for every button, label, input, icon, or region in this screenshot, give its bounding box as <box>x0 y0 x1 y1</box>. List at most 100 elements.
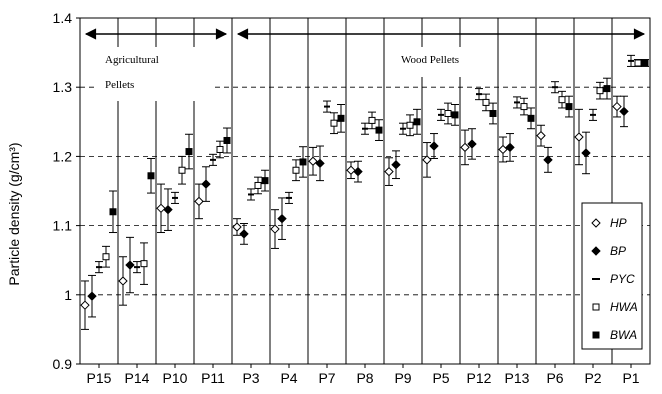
annotation-text: Agricultural <box>105 54 159 66</box>
hp-point <box>232 222 242 232</box>
bwa-point <box>641 59 649 67</box>
legend-label: HWA <box>610 300 638 314</box>
x-tick-label: P1 <box>622 370 639 386</box>
bwa-point <box>565 103 573 111</box>
category-dividers <box>117 18 613 364</box>
bwa-point <box>261 177 269 185</box>
bwa-point <box>451 111 459 119</box>
hwa-point <box>216 145 224 153</box>
y-axis-label: Particle density (g/cm³) <box>6 142 22 285</box>
hwa-point <box>520 103 528 111</box>
bwa-point <box>337 114 345 122</box>
group-annotations: Agricultural Pellets Wood Pellets <box>84 28 646 101</box>
x-tick-label: P15 <box>87 370 112 386</box>
bwa-legend-marker <box>592 331 600 339</box>
hp-point <box>118 276 128 286</box>
legend-label: PYC <box>610 272 635 286</box>
bwa-point <box>147 172 155 180</box>
x-tick-label: P9 <box>394 370 411 386</box>
hp-point <box>460 142 470 153</box>
bwa-point <box>489 109 497 117</box>
hwa-point <box>330 119 338 127</box>
x-tick-label: P10 <box>163 370 188 386</box>
grid-lines <box>80 86 650 296</box>
bwa-point <box>299 158 307 166</box>
legend-box <box>581 202 643 350</box>
bwa-point <box>603 85 611 93</box>
bp-point <box>353 166 363 177</box>
y-tick-label: 1.1 <box>53 218 73 234</box>
hwa-point <box>596 87 604 95</box>
bwa-point <box>413 118 421 126</box>
hp-point <box>80 300 90 310</box>
bp-legend-marker <box>591 246 601 256</box>
x-tick-label: P13 <box>505 370 530 386</box>
legend: HP BP PYC HWA BWA <box>581 202 643 350</box>
bp-point <box>581 148 591 158</box>
bp-point <box>505 142 515 153</box>
hwa-point <box>634 59 642 67</box>
hp-point <box>156 203 166 214</box>
bwa-point <box>223 136 231 144</box>
hwa-point <box>254 181 262 189</box>
x-tick-label: P14 <box>125 370 150 386</box>
x-tick-label: P8 <box>356 370 373 386</box>
x-tick-label: P11 <box>201 370 225 386</box>
hwa-point <box>558 96 566 104</box>
legend-label: HP <box>610 216 627 230</box>
hwa-point <box>140 260 148 268</box>
bp-point <box>277 213 287 224</box>
bwa-point <box>375 126 383 134</box>
hp-legend-marker <box>591 218 601 228</box>
x-tick-label: P4 <box>280 370 297 386</box>
hp-point <box>536 130 546 141</box>
bp-point <box>619 106 629 117</box>
hwa-point <box>292 166 300 174</box>
bp-point <box>87 291 97 301</box>
hp-point <box>422 155 432 165</box>
y-tick-label: 0.9 <box>53 356 73 372</box>
legend-label: BWA <box>610 328 637 342</box>
bp-point <box>239 229 249 239</box>
bwa-point <box>527 114 535 122</box>
hp-point <box>270 224 280 234</box>
x-tick-label: P5 <box>432 370 449 386</box>
bwa-point <box>185 148 193 156</box>
bp-point <box>201 179 211 189</box>
x-tick-label: P2 <box>584 370 601 386</box>
bp-point <box>429 141 439 151</box>
y-tick-label: 1.2 <box>53 148 73 164</box>
hwa-point <box>368 116 376 124</box>
hwa-legend-marker <box>592 303 600 311</box>
y-tick-label: 1.4 <box>53 10 73 26</box>
x-tick-label: P3 <box>242 370 259 386</box>
data-marks <box>80 54 649 330</box>
bp-point <box>391 159 401 170</box>
hp-point <box>194 196 204 207</box>
hp-point <box>574 132 584 142</box>
hp-point <box>498 144 508 155</box>
bp-point <box>467 139 477 149</box>
hwa-point <box>482 98 490 106</box>
y-tick-label: 1.3 <box>53 79 73 95</box>
bwa-point <box>109 208 117 216</box>
x-tick-label: P6 <box>546 370 563 386</box>
hwa-point <box>406 121 414 129</box>
bp-point <box>163 204 173 215</box>
annotation-box <box>97 47 215 101</box>
x-tick-label: P12 <box>467 370 492 386</box>
bp-point <box>125 260 135 270</box>
hp-point <box>308 156 318 166</box>
hp-point <box>346 165 356 175</box>
hwa-point <box>178 166 186 174</box>
annotation-box <box>393 47 489 77</box>
hwa-point <box>102 253 110 261</box>
legend-label: BP <box>610 244 626 258</box>
x-tick-label: P7 <box>318 370 335 386</box>
hwa-point <box>444 109 452 117</box>
y-tick-label: 1 <box>64 287 72 303</box>
hp-point <box>384 166 394 177</box>
annotation-text: Wood Pellets <box>401 54 459 66</box>
bp-point <box>543 155 553 165</box>
